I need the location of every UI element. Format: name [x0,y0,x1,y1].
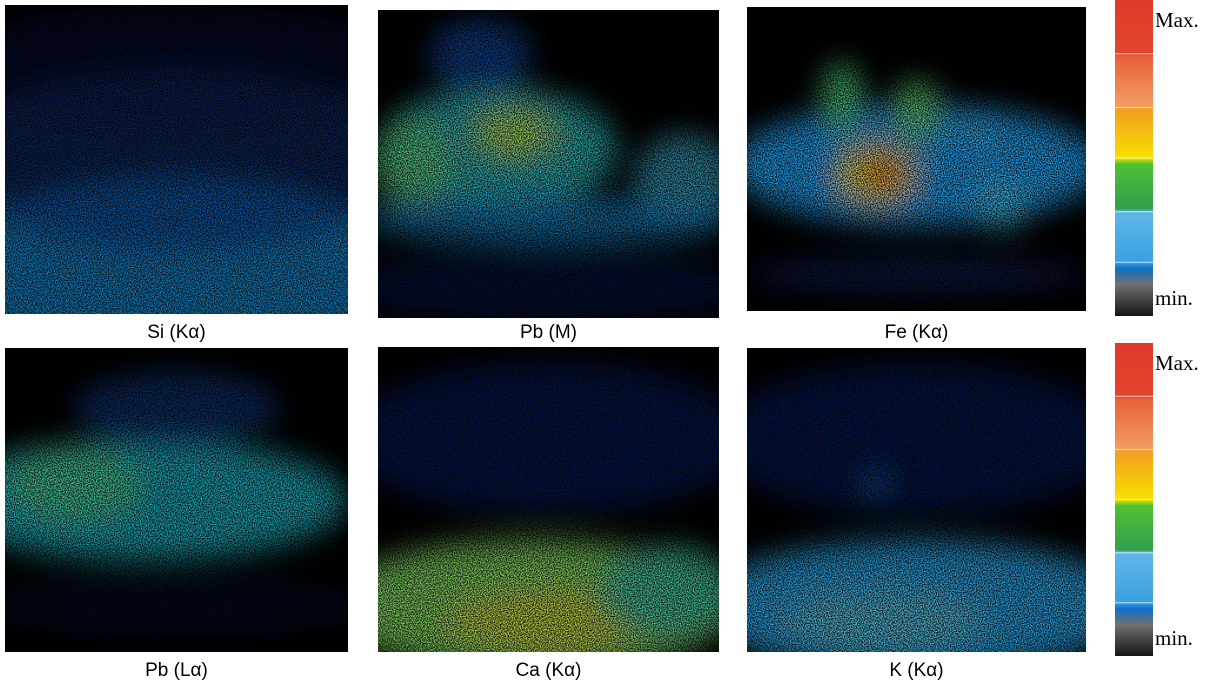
colorbar-min-label: min. [1155,626,1193,650]
panel-label: Si (Kα) [147,322,206,343]
intensity-blob [5,576,348,637]
intensity-blob [5,5,348,129]
intensity-blob [747,363,1086,516]
panel-label: Fe (Kα) [884,322,949,343]
intensity [378,362,719,652]
element-map [5,348,348,652]
intensity-blob [429,19,532,94]
intensity-blob [957,107,998,150]
intensity-blob [5,448,143,522]
intensity-blob [73,372,280,446]
colorbar [1115,343,1153,656]
intensity [747,363,1086,652]
intensity-blob [378,194,719,245]
intensity-blob [747,256,1086,293]
element-map [5,5,348,314]
colorbar-max-label: Max. [1155,351,1199,375]
intensity [747,61,1086,293]
intensity-blob [780,591,985,652]
element-map [378,10,719,318]
intensity-blob [378,362,719,515]
intensity-blob [892,79,941,141]
intensity-blob [821,61,863,135]
colorbar-max-label: Max. [1155,8,1199,32]
element-map [747,348,1086,652]
intensity [5,372,348,637]
intensity-blob [974,180,1029,229]
intensity [5,5,348,314]
panel-label: Pb (Lα) [145,660,208,681]
intensity-blob [378,250,719,318]
panel-label: Pb (M) [520,322,577,343]
intensity-blob [599,545,719,637]
colorbar [1115,0,1153,316]
panel-label: Ca (Kα) [515,660,582,681]
element-map [747,7,1086,311]
panel-label: K (Kα) [889,660,944,681]
intensity-blob [473,108,556,158]
intensity-blob [446,591,651,652]
element-map [378,347,719,652]
intensity [378,19,719,318]
intensity-blob [862,159,903,190]
colorbar-min-label: min. [1155,286,1193,310]
intensity-blob [378,117,454,211]
